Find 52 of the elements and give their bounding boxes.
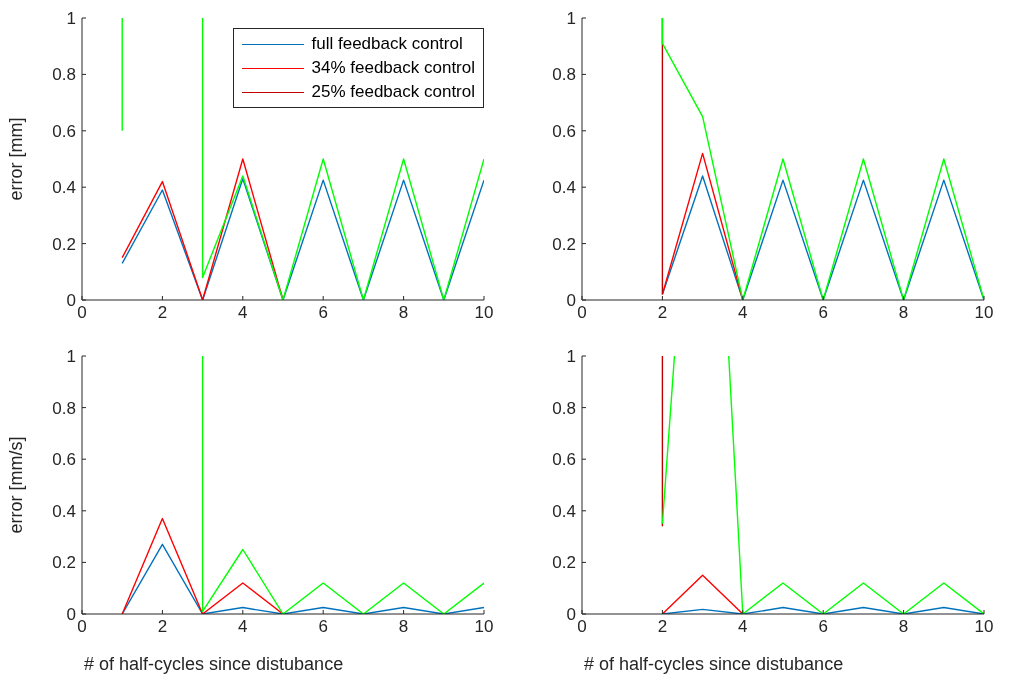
y-tick-label: 0.6 [52, 121, 76, 141]
line-series [661, 175, 984, 300]
legend-label: 34% feedback control [311, 57, 475, 79]
y-tick-label: 1 [566, 9, 576, 29]
x-tick-label: 2 [157, 303, 168, 323]
line-series [661, 18, 984, 300]
x-tick-label: 8 [398, 303, 409, 323]
y-tick-label: 0.8 [552, 65, 576, 85]
x-tick-label: 2 [657, 617, 668, 637]
y-tick-label: 0.4 [552, 501, 576, 521]
y-tick-label: 1 [66, 9, 76, 29]
x-tick-label: 4 [238, 617, 248, 637]
y-tick-label: 0.4 [52, 178, 76, 198]
line-series [201, 356, 484, 614]
x-tick-label: 6 [318, 303, 328, 323]
x-tick-label: 10 [474, 303, 494, 323]
y-tick-label: 0.6 [52, 450, 76, 470]
y-tick-label: 1 [566, 347, 576, 367]
y-tick-label: 0.8 [52, 398, 76, 418]
x-tick-label: 6 [318, 617, 328, 637]
y-tick-label: 0.2 [52, 553, 76, 573]
x-tick-label: 8 [898, 303, 909, 323]
x-tick-label: 8 [898, 617, 909, 637]
x-tick-label: 10 [974, 303, 994, 323]
x-tick-label: 10 [474, 617, 494, 637]
x-tick-label: 4 [238, 303, 248, 323]
line-series [121, 158, 284, 300]
line-series [121, 178, 484, 300]
y-axis-title: error [mm/s] [6, 436, 27, 534]
x-tick-label: 10 [974, 617, 994, 637]
y-tick-label: 1 [66, 347, 76, 367]
y-tick-label: 0.8 [52, 65, 76, 85]
y-tick-label: 0.6 [552, 450, 576, 470]
x-tick-label: 8 [398, 617, 409, 637]
y-tick-label: 0.4 [552, 178, 576, 198]
y-tick-label: 0.2 [52, 234, 76, 254]
x-tick-label: 2 [657, 303, 668, 323]
y-tick-label: 0.4 [52, 501, 76, 521]
legend-label: full feedback control [311, 33, 463, 55]
y-tick-label: 0.8 [552, 398, 576, 418]
x-tick-label: 2 [157, 617, 168, 637]
x-tick-label: 4 [738, 617, 748, 637]
x-axis-title: # of half-cycles since distubance [84, 654, 344, 674]
x-tick-label: 4 [738, 303, 748, 323]
legend-label: 25% feedback control [311, 81, 475, 103]
x-tick-label: 6 [818, 617, 828, 637]
y-axis-title: error [mm] [6, 117, 27, 201]
y-tick-label: 0.2 [552, 553, 576, 573]
y-tick-label: 0.2 [552, 234, 576, 254]
x-tick-label: 6 [818, 303, 828, 323]
y-tick-label: 0.6 [552, 121, 576, 141]
x-axis-title: # of half-cycles since distubance [584, 654, 844, 674]
